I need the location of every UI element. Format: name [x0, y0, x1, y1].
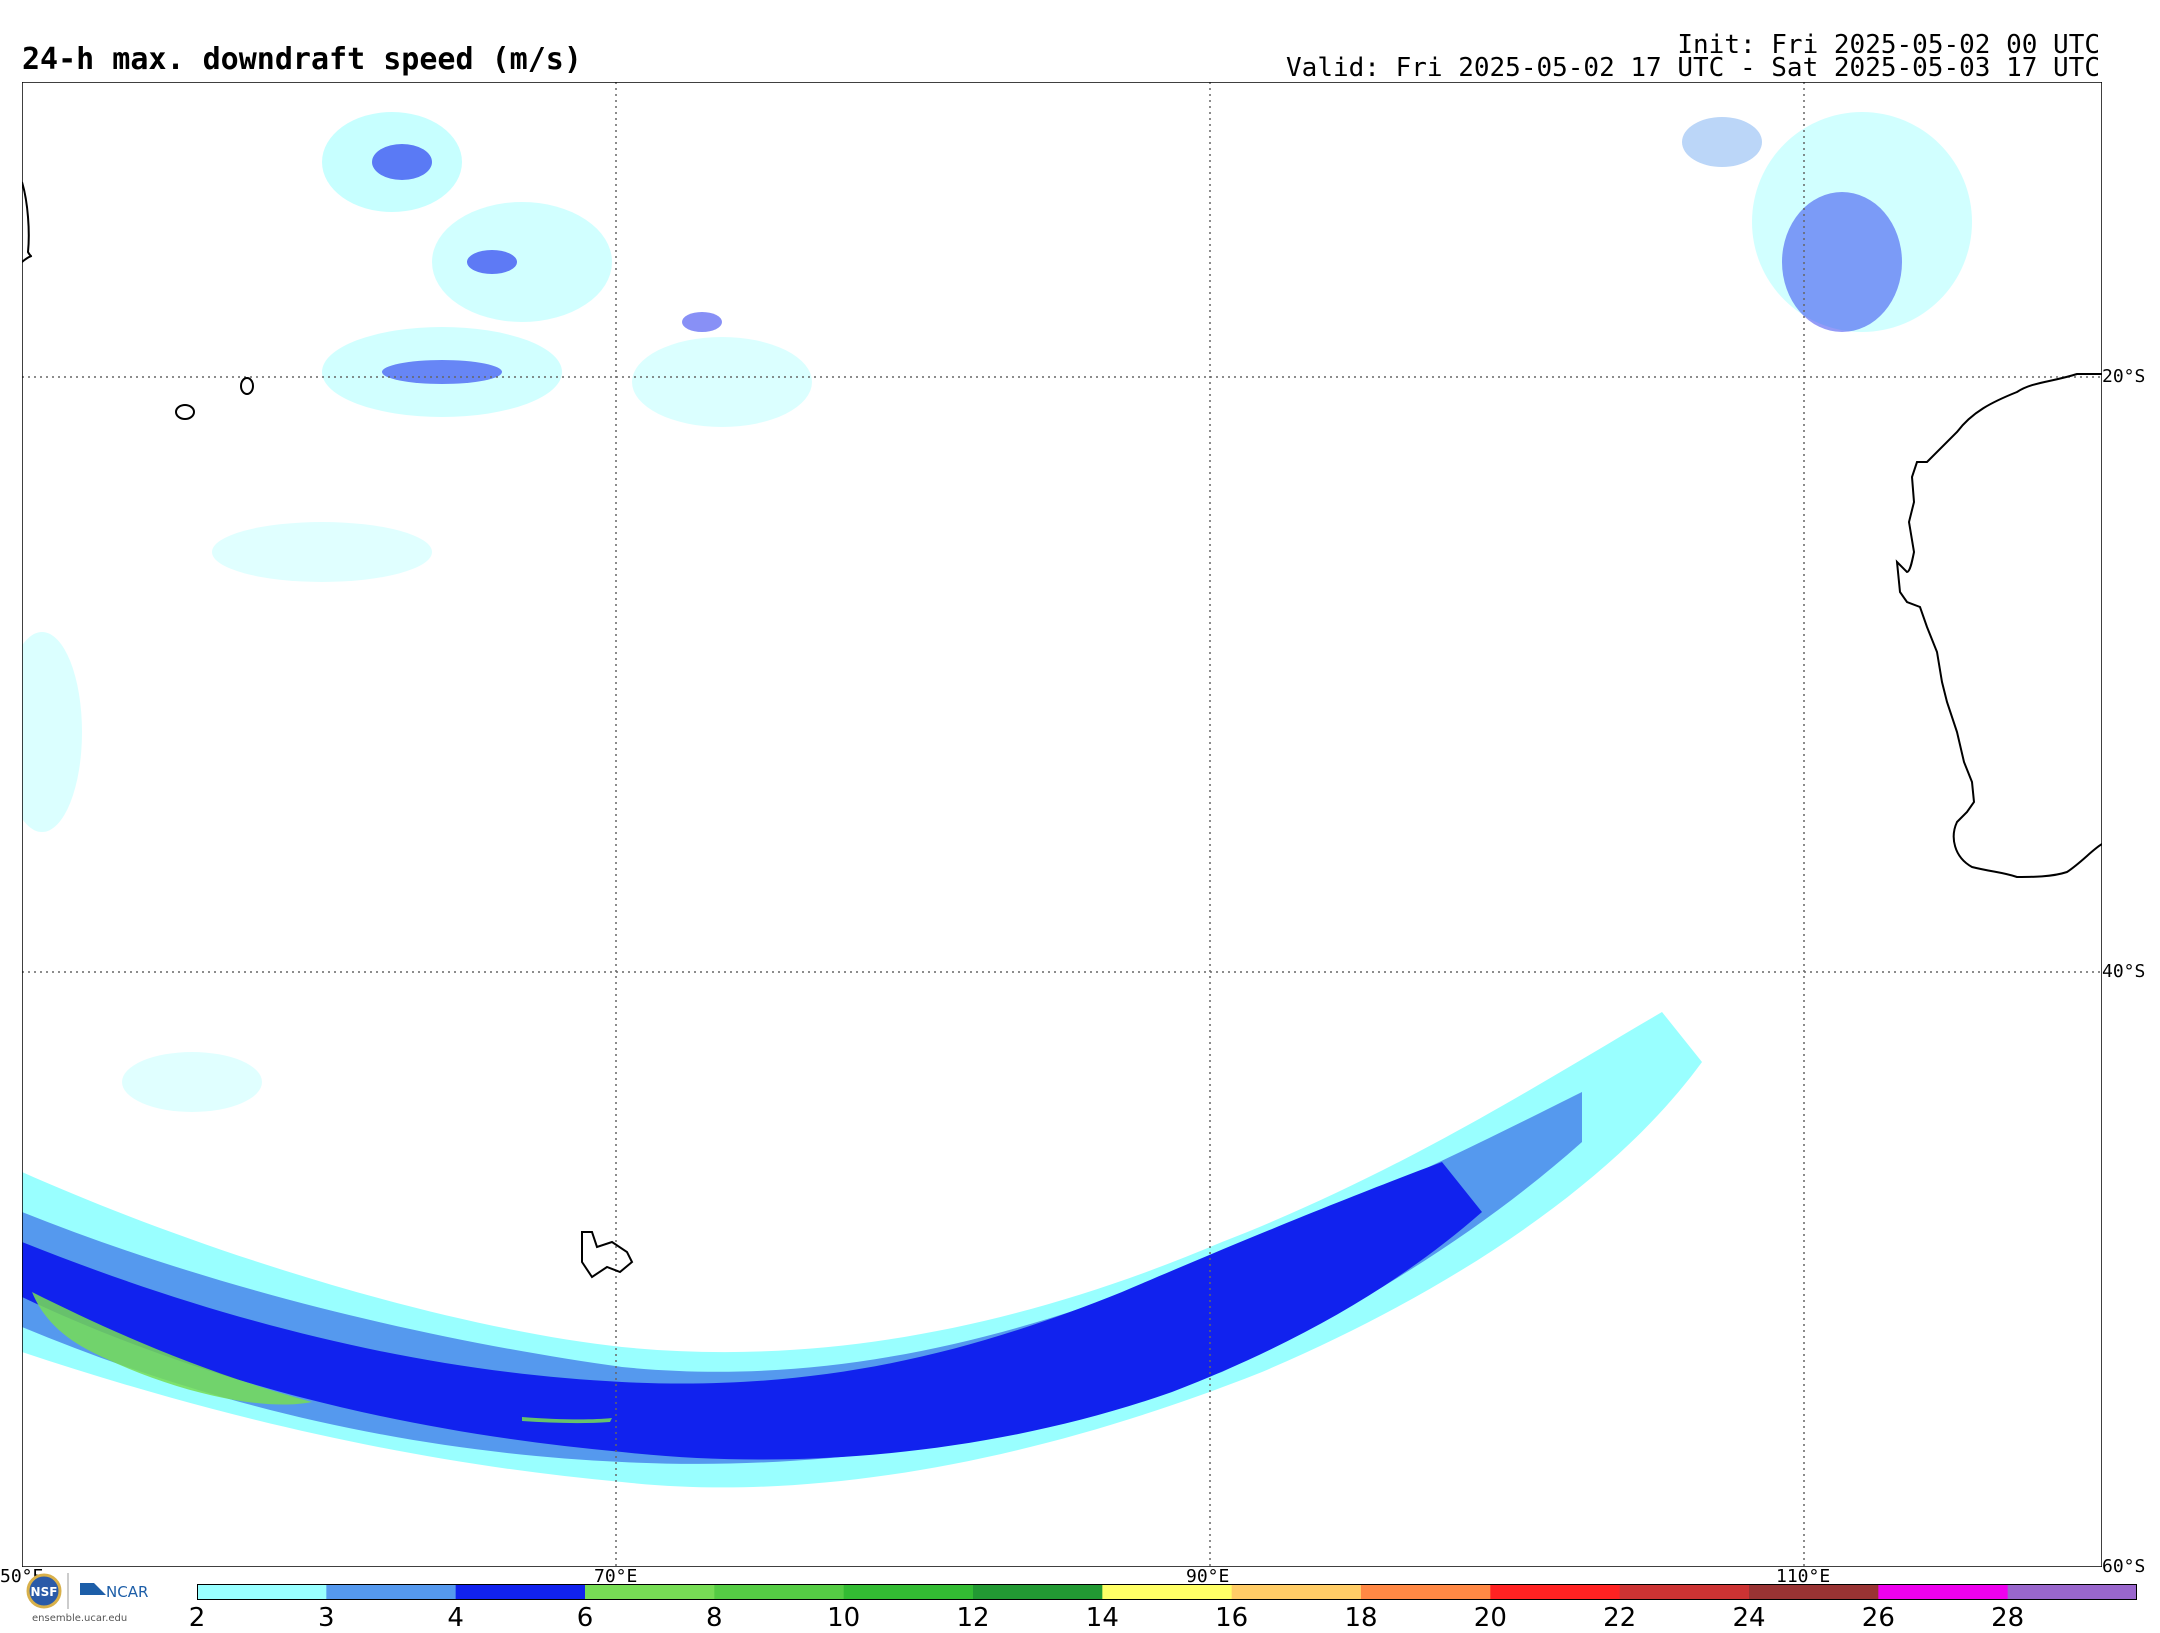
colorbar-tick-label: 12 [956, 1603, 990, 1633]
colorbar-tick-label: 24 [1732, 1603, 1766, 1633]
colorbar-swatch [1749, 1584, 1879, 1600]
colorbar-swatch [1490, 1584, 1621, 1600]
colorbar-tick-label: 10 [827, 1603, 861, 1633]
colorbar-swatch [197, 1584, 327, 1600]
colorbar-swatch [1231, 1584, 1362, 1600]
gridlines [22, 82, 2102, 1567]
colorbar-tick-label: 4 [447, 1603, 464, 1633]
colorbar-swatch [326, 1584, 457, 1600]
colorbar-swatch [2007, 1584, 2137, 1600]
colorbar-tick-label: 2 [188, 1603, 206, 1633]
lon-label-70e: 70°E [594, 1566, 638, 1587]
lat-label-40s: 40°S [2102, 961, 2146, 982]
lon-label-110e: 110°E [1776, 1566, 1831, 1587]
colorbar [197, 1584, 2137, 1600]
colorbar-tick-label: 6 [576, 1603, 594, 1633]
init-time: Init: Fri 2025-05-02 00 UTC [1677, 30, 2100, 60]
colorbar-tick-label: 16 [1215, 1603, 1249, 1633]
logo-area: NSF NCAR ensemble.ucar.edu [26, 1573, 148, 1624]
reunion-island [175, 404, 195, 420]
western-australia-coast [1895, 373, 2102, 879]
colorbar-tick-label: 18 [1344, 1603, 1378, 1633]
colorbar-swatch [585, 1584, 715, 1600]
nsf-text: NSF [31, 1585, 58, 1599]
colorbar-tick-label: 14 [1085, 1603, 1119, 1633]
lat-label-20s: 20°S [2102, 366, 2146, 387]
ncar-logo-icon: NCAR [80, 1583, 148, 1601]
downdraft-band [22, 1012, 1702, 1488]
downdraft-cluster-ne [1682, 112, 1972, 332]
colorbar-swatch [714, 1584, 845, 1600]
colorbar-swatch [1619, 1584, 1750, 1600]
colorbar-tick-label: 8 [706, 1603, 723, 1633]
nsf-logo-icon: NSF [26, 1573, 62, 1609]
coastlines [22, 181, 2102, 1279]
colorbar-tick-label: 28 [1991, 1603, 2025, 1633]
map-title: 24-h max. downdraft speed (m/s) [22, 42, 582, 77]
colorbar-tick-label: 22 [1603, 1603, 1637, 1633]
lat-label-60s: 60°S [2102, 1556, 2146, 1577]
colorbar-swatch [455, 1584, 586, 1600]
ncar-text: NCAR [106, 1583, 148, 1601]
valid-time: Valid: Fri 2025-05-02 17 UTC - Sat 2025-… [1286, 53, 2100, 83]
kerguelen-islands [581, 1231, 634, 1279]
colorbar-tick-label: 20 [1473, 1603, 1507, 1633]
colorbar-swatch [843, 1584, 974, 1600]
colorbar-swatch [1102, 1584, 1233, 1600]
colorbar-tick-label: 26 [1861, 1603, 1895, 1633]
colorbar-swatch [1878, 1584, 2009, 1600]
mauritius-island [240, 377, 254, 395]
colorbar-swatch [973, 1584, 1103, 1600]
madagascar-coast [22, 181, 33, 263]
colorbar-tick-label: 3 [318, 1603, 335, 1633]
colorbar-swatch [1361, 1584, 1491, 1600]
downdraft-cluster-nw [22, 112, 812, 1112]
lon-label-90e: 90°E [1186, 1566, 1230, 1587]
map-panel[interactable] [22, 82, 2102, 1567]
site-url: ensemble.ucar.edu [32, 1613, 127, 1624]
